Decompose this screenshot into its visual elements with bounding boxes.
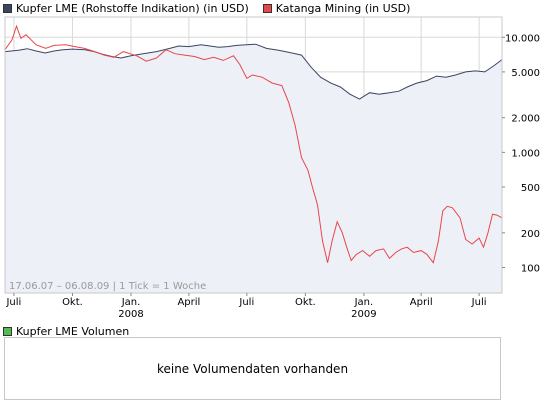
y-tick-label: 10.000 [505,33,540,44]
x-tick-label: Juli [471,297,487,308]
y-tick-label: 500 [521,183,540,194]
x-tick-year-label: 2008 [118,309,143,320]
x-tick-label: April [177,297,200,308]
y-axis: 10.000 5.000 2.000 1.000 500 200 100 [502,33,540,274]
volume-legend: Kupfer LME Volumen [3,325,129,338]
price-chart: 10.000 5.000 2.000 1.000 500 200 100 Juli Okt. J… [4,16,540,320]
x-tick-label: Juli [5,297,21,308]
copper-series-line [4,43,503,100]
legend-item-katanga[interactable]: Katanga Mining (in USD) [262,1,411,15]
x-tick-label: April [410,297,433,308]
date-range-label: 17.06.07 – 06.08.09 | 1 Tick = 1 Woche [9,281,206,292]
y-tick-label: 5.000 [511,68,540,79]
chart-legend: Kupfer LME (Rohstoffe Indikation) (in US… [3,1,424,15]
volume-empty-message: keine Volumendaten vorhanden [156,361,349,376]
y-tick-label: 1.000 [511,148,540,159]
x-tick-year-label: 2009 [351,309,376,320]
legend-label-katanga: Katanga Mining (in USD) [275,1,411,15]
y-tick-label: 100 [521,263,540,274]
volume-legend-label: Kupfer LME Volumen [16,325,130,338]
x-tick-label: Juli [238,297,254,308]
legend-item-copper[interactable]: Kupfer LME (Rohstoffe Indikation) (in US… [3,2,249,15]
volume-panel: keine Volumendaten vorhanden [4,337,501,400]
x-tick-label: Jan. [354,297,374,308]
x-tick-label: Okt. [295,297,316,308]
y-tick-label: 2.000 [511,114,540,125]
legend-swatch-copper [3,3,12,13]
copper-area-fill [5,44,502,294]
volume-legend-swatch [3,327,12,336]
plot-frame [4,16,503,294]
x-tick-label: Jan. [121,297,141,308]
legend-swatch-katanga [262,3,272,13]
x-tick-label: Okt. [62,297,83,308]
katanga-series-line [4,24,503,264]
y-tick-label: 200 [521,229,540,240]
legend-label-copper: Kupfer LME (Rohstoffe Indikation) (in US… [16,1,249,15]
